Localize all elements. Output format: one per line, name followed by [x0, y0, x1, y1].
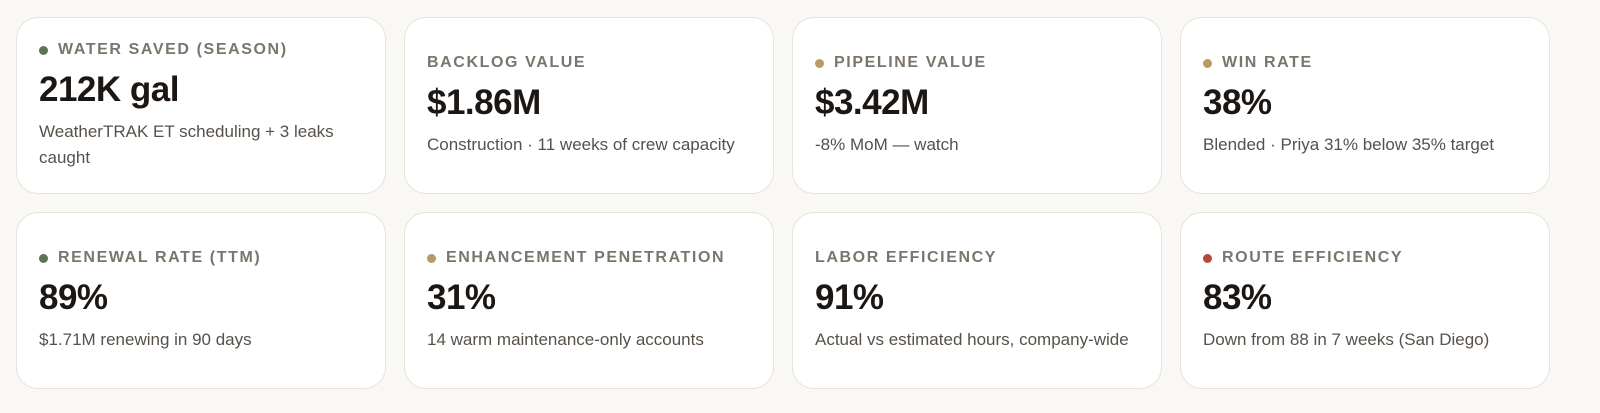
kpi-label-row: PIPELINE VALUE: [815, 53, 1139, 73]
kpi-label: WATER SAVED (SEASON): [58, 41, 288, 58]
kpi-card-win-rate[interactable]: WIN RATE 38% Blended · Priya 31% below 3…: [1180, 17, 1550, 194]
kpi-value: $3.42M: [815, 83, 929, 122]
status-dot-icon: [1203, 58, 1212, 68]
kpi-card-renewal-rate[interactable]: RENEWAL RATE (TTM) 89% $1.71M renewing i…: [16, 212, 386, 389]
kpi-subtext: $1.71M renewing in 90 days: [39, 330, 252, 349]
kpi-value: 212K gal: [39, 70, 179, 109]
status-dot-icon: [39, 253, 48, 263]
kpi-value: 89%: [39, 278, 108, 317]
kpi-label-row: WIN RATE: [1203, 53, 1527, 73]
kpi-grid: WATER SAVED (SEASON) 212K gal WeatherTRA…: [16, 17, 1584, 389]
kpi-value: $1.86M: [427, 83, 541, 122]
kpi-label: PIPELINE VALUE: [834, 54, 987, 71]
kpi-label: ENHANCEMENT PENETRATION: [446, 249, 726, 266]
kpi-label-row: BACKLOG VALUE: [427, 53, 751, 73]
kpi-card-backlog-value[interactable]: BACKLOG VALUE $1.86M Construction · 11 w…: [404, 17, 774, 194]
kpi-subtext: WeatherTRAK ET scheduling + 3 leaks caug…: [39, 122, 334, 167]
status-dot-icon: [1203, 253, 1212, 263]
kpi-label: LABOR EFFICIENCY: [815, 249, 998, 266]
kpi-card-water-saved[interactable]: WATER SAVED (SEASON) 212K gal WeatherTRA…: [16, 17, 386, 194]
kpi-card-enhancement-penetration[interactable]: ENHANCEMENT PENETRATION 31% 14 warm main…: [404, 212, 774, 389]
status-dot-icon: [815, 58, 824, 68]
kpi-label-row: WATER SAVED (SEASON): [39, 40, 363, 60]
kpi-label-row: ENHANCEMENT PENETRATION: [427, 248, 751, 268]
kpi-value: 83%: [1203, 278, 1272, 317]
kpi-label: BACKLOG VALUE: [427, 54, 587, 71]
status-dot-icon: [39, 45, 48, 55]
kpi-label: WIN RATE: [1222, 54, 1313, 71]
kpi-card-pipeline-value[interactable]: PIPELINE VALUE $3.42M -8% MoM — watch: [792, 17, 1162, 194]
kpi-label: RENEWAL RATE (TTM): [58, 249, 262, 266]
kpi-value: 38%: [1203, 83, 1272, 122]
kpi-value: 31%: [427, 278, 496, 317]
kpi-card-route-efficiency[interactable]: ROUTE EFFICIENCY 83% Down from 88 in 7 w…: [1180, 212, 1550, 389]
kpi-label-row: ROUTE EFFICIENCY: [1203, 248, 1527, 268]
kpi-subtext: Construction · 11 weeks of crew capacity: [427, 135, 735, 154]
kpi-subtext: Blended · Priya 31% below 35% target: [1203, 135, 1495, 154]
kpi-value: 91%: [815, 278, 884, 317]
kpi-subtext: -8% MoM — watch: [815, 135, 959, 154]
kpi-label-row: LABOR EFFICIENCY: [815, 248, 1139, 268]
kpi-subtext: Actual vs estimated hours, company-wide: [815, 330, 1129, 349]
kpi-subtext: 14 warm maintenance-only accounts: [427, 330, 704, 349]
kpi-subtext: Down from 88 in 7 weeks (San Diego): [1203, 330, 1490, 349]
kpi-card-labor-efficiency[interactable]: LABOR EFFICIENCY 91% Actual vs estimated…: [792, 212, 1162, 389]
kpi-label-row: RENEWAL RATE (TTM): [39, 248, 363, 268]
kpi-label: ROUTE EFFICIENCY: [1222, 249, 1404, 266]
status-dot-icon: [427, 253, 436, 263]
